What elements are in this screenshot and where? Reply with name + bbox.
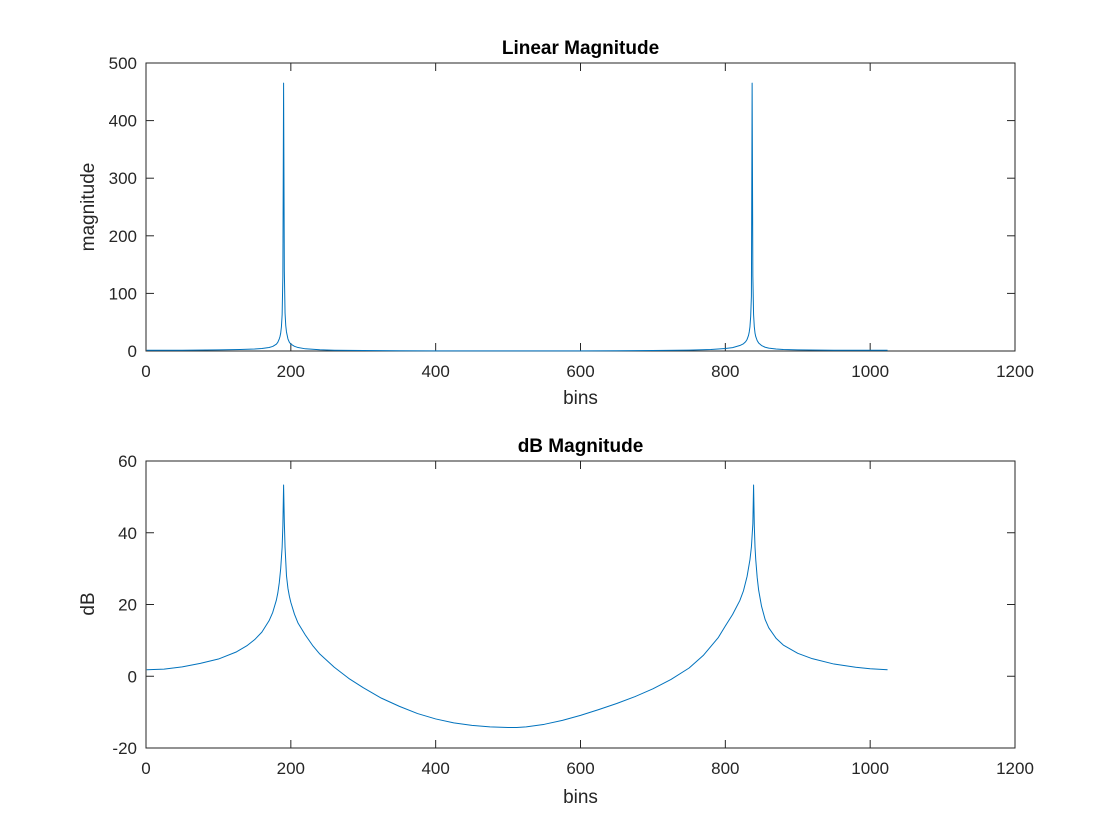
y-tick-label: 0 xyxy=(128,667,137,686)
y-tick-label: 200 xyxy=(109,227,137,246)
x-tick-label: 200 xyxy=(277,759,305,778)
x-tick-label: 400 xyxy=(421,362,449,381)
y-tick-label: 60 xyxy=(118,452,137,471)
x-tick-label: 800 xyxy=(711,759,739,778)
y-tick-label: 0 xyxy=(128,342,137,361)
x-tick-label: 1000 xyxy=(851,362,889,381)
x-tick-label: 1000 xyxy=(851,759,889,778)
y-tick-label: 40 xyxy=(118,524,137,543)
x-axis-label: bins xyxy=(563,787,598,808)
plot-title: Linear Magnitude xyxy=(502,38,659,59)
x-tick-label: 200 xyxy=(277,362,305,381)
y-tick-label: -20 xyxy=(112,739,137,758)
subplot-linear-magnitude: 0 200 400 600 800 1000 1200 0 100 200 300 400 500 Li… xyxy=(78,38,1034,409)
axes-box xyxy=(145,460,1016,749)
axes-box xyxy=(145,62,1016,352)
x-axis-label: bins xyxy=(563,388,598,409)
y-axis-label: dB xyxy=(78,592,99,615)
x-tick-label: 0 xyxy=(141,759,150,778)
y-tick-label: 500 xyxy=(109,54,137,73)
x-tick-label: 1200 xyxy=(996,759,1034,778)
y-tick-label: 300 xyxy=(109,169,137,188)
x-tick-label: 0 xyxy=(141,362,150,381)
x-tick-label: 1200 xyxy=(996,362,1034,381)
x-tick-label: 800 xyxy=(711,362,739,381)
y-tick-label: 100 xyxy=(109,284,137,303)
y-tick-label: 20 xyxy=(118,596,137,615)
x-tick-label: 600 xyxy=(566,759,594,778)
y-axis-label: magnitude xyxy=(78,163,99,252)
plot-title: dB Magnitude xyxy=(518,436,644,457)
series-line xyxy=(146,484,888,729)
x-tick-label: 400 xyxy=(421,759,449,778)
y-tick-label: 400 xyxy=(109,112,137,131)
x-tick-label: 600 xyxy=(566,362,594,381)
tick-group: 0 200 400 600 800 1000 1200 0 100 200 300 400 500 xyxy=(109,54,1034,381)
series-line xyxy=(146,82,888,352)
